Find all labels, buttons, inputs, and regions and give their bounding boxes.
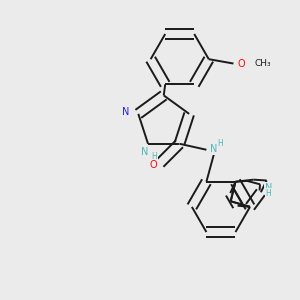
Text: CH₃: CH₃ bbox=[254, 59, 271, 68]
Text: N: N bbox=[141, 147, 148, 157]
Text: H: H bbox=[151, 152, 157, 161]
Text: H: H bbox=[266, 189, 271, 198]
Text: O: O bbox=[149, 160, 157, 170]
Text: H: H bbox=[217, 139, 223, 148]
Text: O: O bbox=[237, 58, 245, 68]
Text: N: N bbox=[210, 144, 218, 154]
Text: N: N bbox=[122, 107, 129, 117]
Text: N: N bbox=[265, 183, 272, 193]
